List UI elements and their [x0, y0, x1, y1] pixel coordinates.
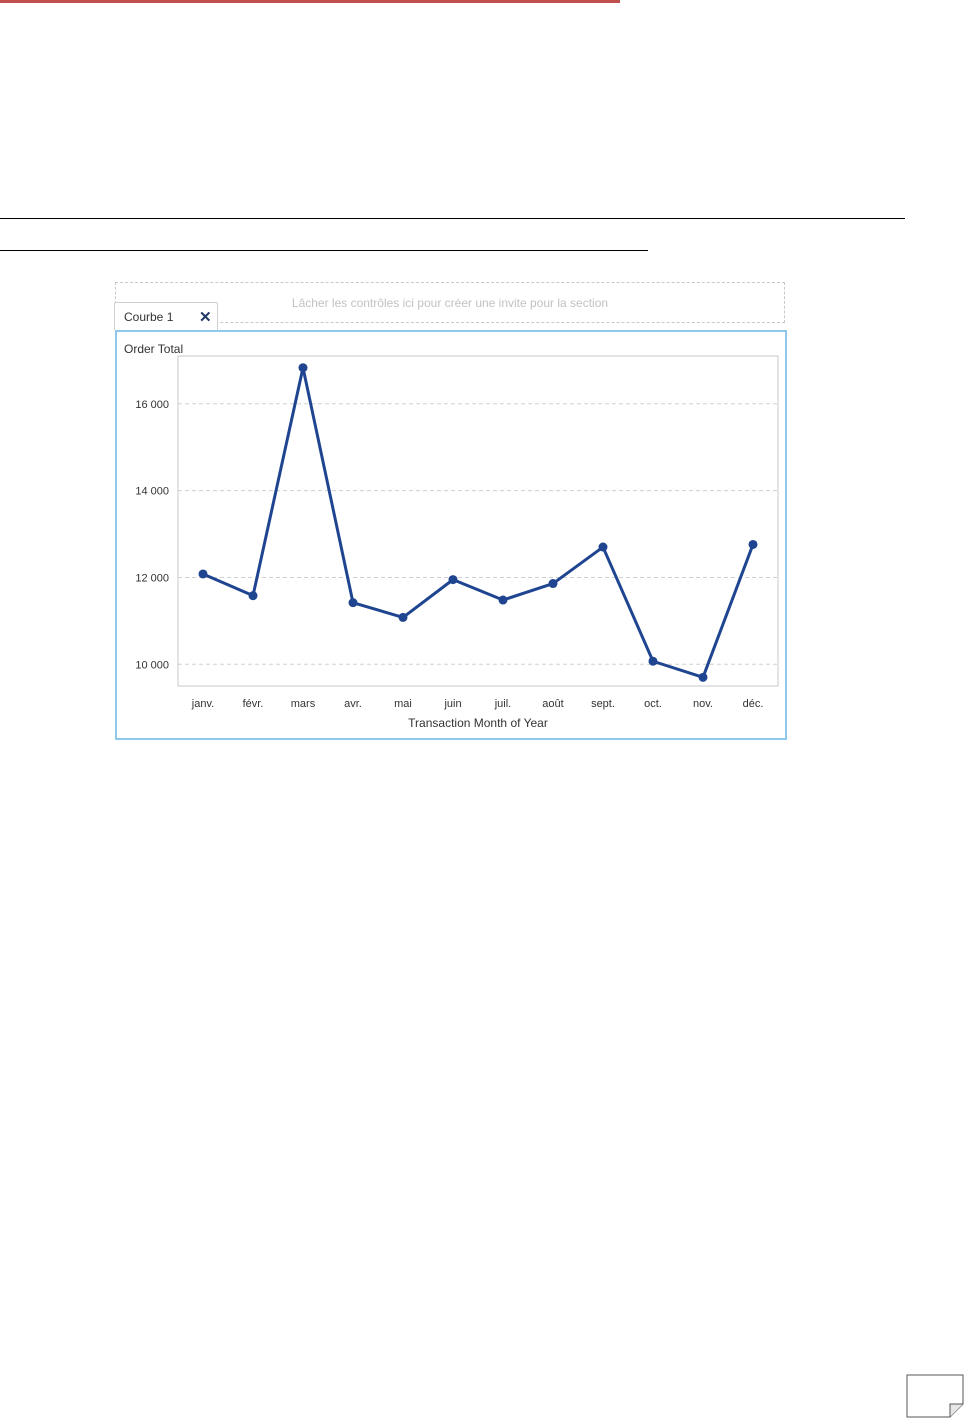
x-tick-label: juin: [443, 698, 461, 710]
x-tick-label: sept.: [591, 698, 615, 710]
chart-panel[interactable]: Order Total 10 000 12 000 14 000 16 000 jan…: [115, 330, 787, 740]
data-point[interactable]: [598, 542, 608, 552]
series-line: [202, 366, 755, 679]
x-tick-label: oct.: [644, 698, 662, 710]
data-point[interactable]: [748, 539, 758, 549]
header-underline-2: [0, 250, 648, 251]
x-axis-label: Transaction Month of Year: [408, 716, 548, 730]
y-tick-label: 12 000: [135, 572, 169, 584]
x-tick-label: janv.: [191, 698, 214, 710]
tab-courbe-1[interactable]: Courbe 1 ✕: [114, 302, 218, 330]
tab-label: Courbe 1: [124, 310, 174, 324]
x-tick-label: juil.: [494, 698, 512, 710]
x-tick-label: mai: [394, 698, 412, 710]
header-underline-1: [0, 218, 905, 219]
y-tick-label: 14 000: [135, 486, 169, 498]
y-tick-label: 10 000: [135, 659, 169, 671]
data-point[interactable]: [198, 569, 208, 579]
data-point[interactable]: [698, 672, 708, 682]
y-tick-label: 16 000: [135, 399, 169, 411]
data-point[interactable]: [298, 363, 308, 373]
plot-frame: [177, 355, 779, 687]
data-point[interactable]: [448, 575, 458, 585]
data-point[interactable]: [548, 579, 558, 589]
data-point[interactable]: [248, 591, 258, 601]
prompt-drop-zone-text: Lâcher les contrôles ici pour créer une …: [291, 296, 609, 310]
page-curl-icon: [906, 1374, 964, 1418]
data-point[interactable]: [348, 598, 358, 608]
close-icon[interactable]: ✕: [199, 309, 212, 326]
x-tick-label: févr.: [243, 698, 264, 710]
x-tick-label: déc.: [743, 698, 764, 710]
x-tick-label: avr.: [344, 698, 362, 710]
chart-title: Order Total: [124, 342, 183, 356]
top-accent-rule: [0, 0, 620, 3]
data-point[interactable]: [398, 612, 408, 622]
line-chart: Order Total 10 000 12 000 14 000 16 000 jan…: [124, 342, 779, 730]
data-point[interactable]: [498, 595, 508, 605]
x-tick-label: nov.: [693, 698, 713, 710]
data-point[interactable]: [648, 656, 658, 666]
x-tick-label: mars: [291, 698, 316, 710]
x-tick-label: août: [542, 698, 563, 710]
